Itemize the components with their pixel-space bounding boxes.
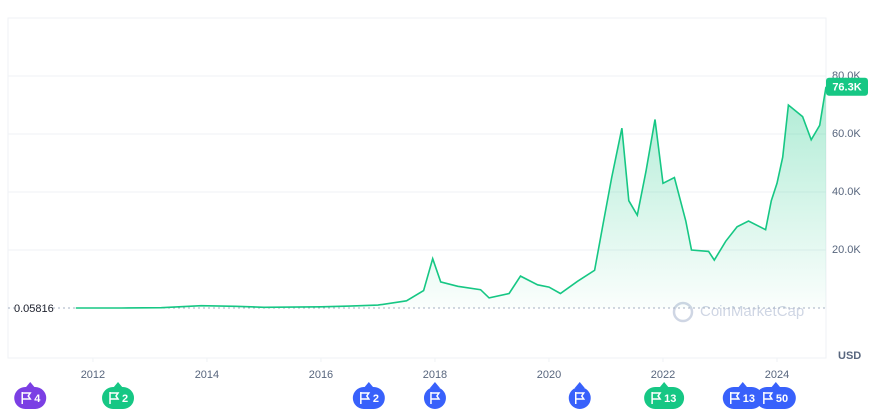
event-count: 50: [776, 393, 788, 405]
event-count: 4: [34, 393, 41, 405]
event-badge-bg: [568, 387, 591, 409]
event-badge[interactable]: [423, 382, 446, 409]
start-label: 0.05816: [14, 303, 54, 315]
event-badge[interactable]: 4: [14, 382, 47, 409]
event-badge[interactable]: 50: [755, 382, 796, 409]
event-count: 13: [664, 393, 676, 405]
event-icon: [574, 392, 586, 404]
x-tick-label: 2022: [651, 369, 675, 381]
x-tick-label: 2020: [537, 369, 561, 381]
event-badge-pointer: [574, 382, 585, 388]
event-badge-pointer: [659, 382, 670, 388]
area: [75, 86, 827, 308]
event-badge-pointer: [429, 382, 440, 388]
event-count: 2: [122, 393, 128, 405]
event-badge-pointer: [363, 382, 374, 388]
event-icon: [360, 392, 371, 404]
event-badge-bg: [423, 387, 446, 409]
y-tick-label: 40.0K: [832, 186, 861, 198]
event-icon: [763, 392, 774, 404]
event-badge-pointer: [113, 382, 124, 388]
last-price-badge: [826, 77, 868, 96]
event-icon: [109, 392, 120, 404]
event-badge[interactable]: 13: [722, 382, 763, 409]
event-icon: [430, 392, 441, 404]
event-badge[interactable]: 2: [352, 382, 385, 409]
event-badge-pointer: [737, 382, 748, 388]
event-badge[interactable]: 2: [102, 382, 135, 409]
event-count: 13: [743, 393, 755, 405]
event-badge-pointer: [770, 382, 781, 388]
y-tick-label: 60.0K: [832, 128, 861, 140]
price-line: [75, 86, 827, 309]
x-tick-label: 2012: [81, 369, 105, 381]
event-badge[interactable]: 13: [644, 382, 685, 409]
event-icon: [21, 392, 32, 404]
last-price-label: 76.3K: [832, 82, 861, 94]
event-badge-pointer: [25, 382, 36, 388]
currency-label: USD: [838, 350, 861, 362]
event-icon: [730, 392, 741, 404]
event-icon: [651, 392, 662, 404]
event-badge[interactable]: [568, 382, 591, 409]
y-tick-label: 20.0K: [832, 244, 861, 256]
event-count: 2: [373, 393, 379, 405]
x-tick-label: 2024: [765, 369, 789, 381]
x-tick-label: 2018: [423, 369, 447, 381]
x-tick-label: 2016: [309, 369, 333, 381]
x-tick-label: 2014: [195, 369, 219, 381]
